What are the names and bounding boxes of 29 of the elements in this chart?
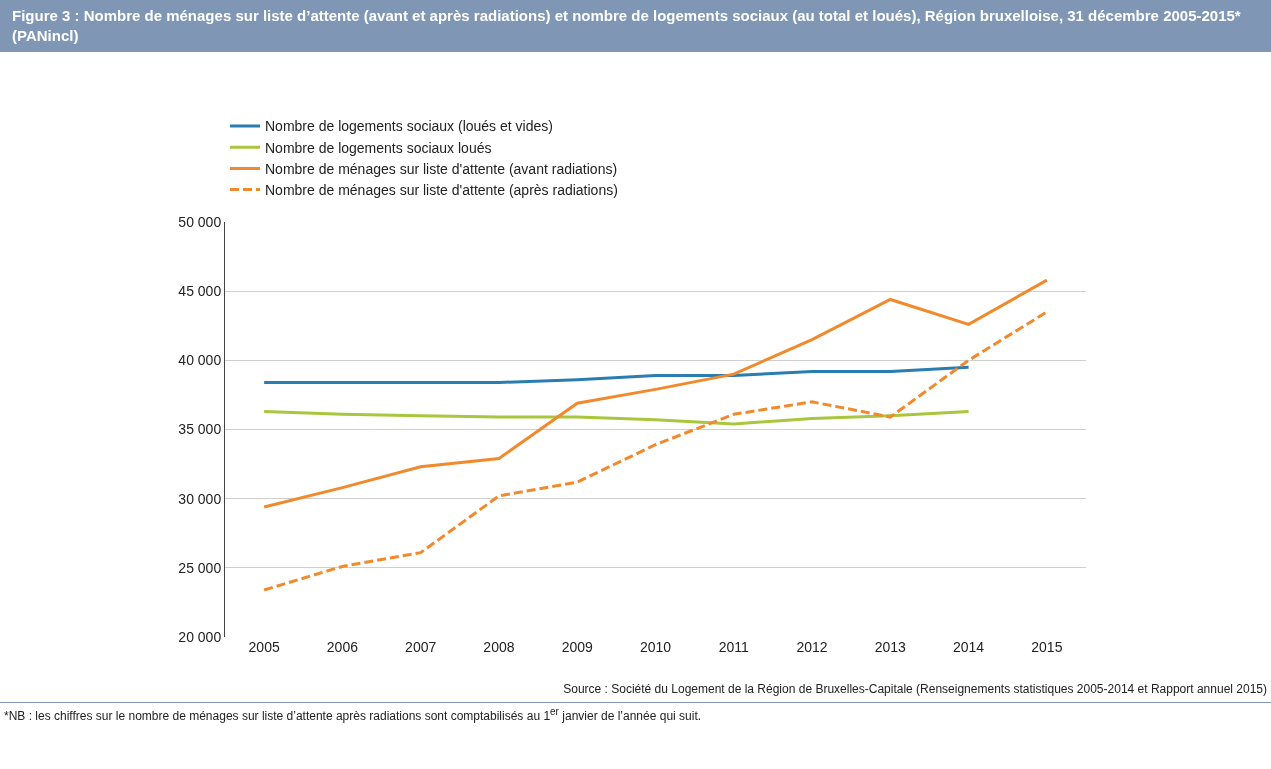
x-tick-label: 2012 — [796, 639, 828, 655]
x-tick-label: 2009 — [561, 639, 594, 655]
x-tick-label: 2015 — [1031, 639, 1063, 655]
line-series — [262, 278, 1049, 509]
line-series — [262, 410, 971, 426]
source-note: Source : Société du Logement de la Région de Bruxelles-Capitale (Renseignements statistiques 2005-2014 et Rapport annuel 2015) — [562, 682, 1268, 696]
y-tick-label: 25 000 — [178, 559, 222, 576]
y-tick-label: 45 000 — [178, 283, 222, 300]
x-tick-label: 2011 — [718, 639, 750, 655]
line-series — [262, 310, 1049, 592]
legend-label: Nombre de logements sociaux loués — [265, 139, 492, 156]
chart-title: Figure 3 : Nombre de ménages sur liste d’attente (avant et après radiations) et nombre de logements sociaux (au total et loués), Région bruxelloise, 31 décembre 2005-2015* (PANincl) — [0, 0, 1271, 52]
y-tick-label: 50 000 — [178, 213, 222, 230]
y-tick-label: 20 000 — [178, 628, 222, 645]
legend-label: Nombre de ménages sur liste d'attente (après radiations) — [265, 182, 618, 199]
y-tick-label: 35 000 — [178, 421, 222, 438]
y-tick-label: 40 000 — [178, 352, 222, 369]
x-tick-label: 2010 — [639, 639, 672, 655]
line-series — [262, 365, 971, 384]
legend-label: Nombre de ménages sur liste d'attente (avant radiations) — [265, 160, 618, 177]
x-tick-label: 2008 — [483, 639, 515, 655]
x-tick-label: 2006 — [326, 639, 359, 655]
y-tick-label: 30 000 — [178, 490, 222, 507]
legend-label: Nombre de logements sociaux (loués et vides) — [265, 118, 553, 135]
x-tick-label: 2013 — [874, 639, 907, 655]
x-tick-label: 2005 — [248, 639, 280, 655]
x-tick-label: 2014 — [953, 639, 985, 655]
text: *NB : les chiffres sur le nombre de ménages sur liste d’attente après radiations sont comptabilisés au 1$^{er}$ janvier de l’année qui suit. — [0, 702, 1271, 726]
x-tick-label: 2007 — [405, 639, 437, 655]
